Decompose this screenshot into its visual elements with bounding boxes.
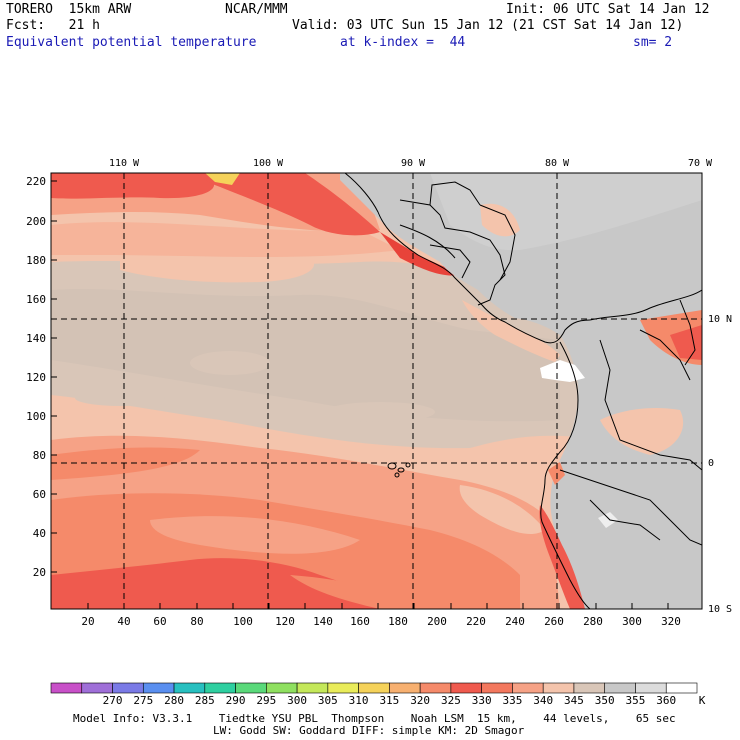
physics-info: LW: Godd SW: Goddard DIFF: simple KM: 2D… — [213, 724, 525, 737]
colorbar-label: 300 — [287, 694, 307, 707]
lat-label: 0 — [708, 458, 714, 469]
colorbar: 270 275 280 285 290 295 300 305 310 315 320 325 330 3… — [50, 682, 706, 707]
colorbar-label: 350 — [595, 694, 615, 707]
colorbar-swatch — [81, 682, 113, 694]
x-tick-label: 20 — [81, 615, 94, 628]
colorbar-swatch — [142, 682, 175, 694]
x-tick-label: 320 — [661, 615, 681, 628]
lon-label: 90 W — [401, 158, 426, 169]
organization-label: NCAR/MMM — [225, 2, 288, 17]
x-tick-label: 220 — [466, 615, 486, 628]
x-tick-label: 140 — [313, 615, 333, 628]
y-tick-label: 140 — [26, 332, 46, 345]
colorbar-swatch — [327, 682, 359, 694]
valid-time: Valid: 03 UTC Sun 15 Jan 12 (21 CST Sat … — [292, 18, 684, 33]
model-info: Model Info: V3.3.1 Tiedtke YSU PBL Thomp… — [73, 712, 676, 725]
forecast-hour: Fcst: 21 h — [6, 18, 100, 33]
lon-label: 110 W — [109, 158, 140, 169]
colorbar-swatch — [419, 682, 452, 694]
smoothing-label: sm= 2 — [633, 35, 673, 50]
x-tick-label: 200 — [427, 615, 447, 628]
y-tick-label: 220 — [26, 175, 46, 188]
colorbar-label: 270 — [103, 694, 123, 707]
x-tick-label: 40 — [117, 615, 130, 628]
colorbar-label: 280 — [164, 694, 184, 707]
colorbar-swatch — [573, 682, 606, 694]
colorbar-label: 315 — [379, 694, 399, 707]
lat-label: 10 N — [708, 314, 732, 325]
x-tick-label: 300 — [622, 615, 642, 628]
colorbar-label: 305 — [318, 694, 338, 707]
colorbar-unit: K — [699, 694, 706, 707]
y-tick-label: 80 — [33, 449, 46, 462]
x-tick-label: 100 — [233, 615, 253, 628]
y-tick-label: 20 — [33, 566, 46, 579]
colorbar-label: 320 — [410, 694, 430, 707]
colorbar-label: 310 — [349, 694, 369, 707]
colorbar-swatch — [50, 682, 83, 694]
model-title: TORERO 15km ARW — [6, 2, 132, 17]
lat-lon-grid — [51, 173, 702, 609]
y-tick-label: 180 — [26, 254, 46, 267]
x-tick-label: 60 — [153, 615, 166, 628]
colorbar-swatch — [604, 682, 636, 694]
y-tick-label: 100 — [26, 410, 46, 423]
colorbar-swatch — [358, 682, 390, 694]
colorbar-label: 360 — [656, 694, 676, 707]
colorbar-swatch — [235, 682, 267, 694]
colorbar-label: 325 — [441, 694, 461, 707]
init-time: Init: 06 UTC Sat 14 Jan 12 — [506, 2, 710, 17]
coastlines — [344, 173, 702, 609]
colorbar-label: 345 — [564, 694, 584, 707]
y-tick-label: 200 — [26, 215, 46, 228]
colorbar-label: 275 — [133, 694, 153, 707]
colorbar-swatch — [266, 682, 298, 694]
map-plot: 110 W 100 W 90 W 80 W 70 W 10 N 0 10 S 2… — [26, 158, 732, 628]
colorbar-label: 330 — [472, 694, 492, 707]
map-frame — [50, 172, 703, 610]
axis-ticks — [51, 180, 669, 609]
colorbar-label: 290 — [226, 694, 246, 707]
x-tick-label: 180 — [388, 615, 408, 628]
theta-e-field — [51, 173, 702, 609]
colorbar-swatch — [512, 682, 544, 694]
x-tick-label: 260 — [544, 615, 564, 628]
lon-label: 80 W — [545, 158, 570, 169]
x-tick-label: 80 — [190, 615, 203, 628]
colorbar-label: 340 — [533, 694, 553, 707]
level-label: at k-index = 44 — [340, 35, 466, 50]
colorbar-swatch — [665, 682, 698, 694]
colorbar-label: 295 — [256, 694, 276, 707]
x-tick-label: 160 — [350, 615, 370, 628]
y-tick-label: 120 — [26, 371, 46, 384]
colorbar-swatch — [542, 682, 575, 694]
lon-label: 70 W — [688, 158, 713, 169]
y-tick-label: 40 — [33, 527, 46, 540]
colorbar-swatch — [112, 682, 144, 694]
colorbar-swatch — [296, 682, 329, 694]
colorbar-label: 335 — [502, 694, 522, 707]
field-name: Equivalent potential temperature — [6, 35, 257, 50]
x-tick-label: 240 — [505, 615, 525, 628]
colorbar-swatch — [481, 682, 513, 694]
x-tick-label: 280 — [583, 615, 603, 628]
y-tick-label: 160 — [26, 293, 46, 306]
y-tick-label: 60 — [33, 488, 46, 501]
x-tick-label: 120 — [275, 615, 295, 628]
colorbar-swatch — [389, 682, 421, 694]
colorbar-swatch — [450, 682, 482, 694]
lat-label: 10 S — [708, 604, 732, 615]
colorbar-label: 355 — [626, 694, 646, 707]
colorbar-label: 285 — [195, 694, 215, 707]
colorbar-swatch — [635, 682, 667, 694]
colorbar-swatch — [204, 682, 236, 694]
lon-label: 100 W — [253, 158, 284, 169]
colorbar-swatch — [173, 682, 206, 694]
